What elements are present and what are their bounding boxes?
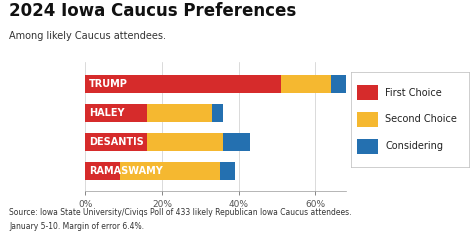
Bar [120,162,219,180]
Bar [331,75,346,93]
Text: Second Choice: Second Choice [385,114,457,125]
Bar [85,104,146,122]
Text: Source: Iowa State University/Civiqs Poll of 433 likely Republican Iowa Caucus a: Source: Iowa State University/Civiqs Pol… [9,208,352,217]
Bar [223,133,250,151]
Bar [212,104,223,122]
Bar [219,162,235,180]
Bar [85,162,120,180]
Text: 2024 Iowa Caucus Preferences: 2024 Iowa Caucus Preferences [9,2,297,20]
Text: First Choice: First Choice [385,88,442,98]
Bar [356,139,378,154]
Text: TRUMP: TRUMP [89,79,128,89]
Text: RAMASWAMY: RAMASWAMY [89,166,163,176]
Bar [356,112,378,127]
Text: HALEY: HALEY [89,108,125,118]
Text: January 5-10. Margin of error 6.4%.: January 5-10. Margin of error 6.4%. [9,222,145,231]
Text: DESANTIS: DESANTIS [89,137,144,147]
Bar [85,75,281,93]
Text: Considering: Considering [385,141,443,151]
Bar [85,133,146,151]
Bar [281,75,331,93]
Bar [146,104,212,122]
Bar [356,85,378,100]
Text: Among likely Caucus attendees.: Among likely Caucus attendees. [9,31,166,41]
Bar [146,133,223,151]
